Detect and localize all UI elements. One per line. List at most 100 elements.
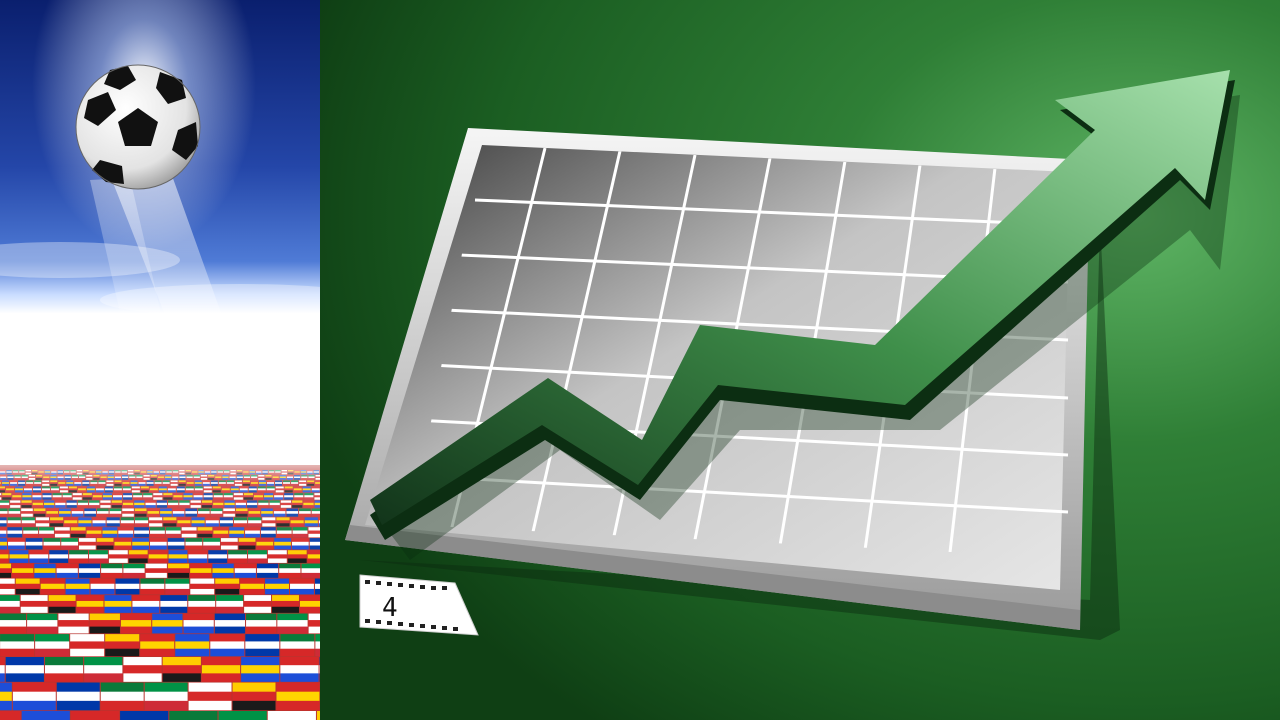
flag-tile (190, 568, 212, 574)
flag-tile (316, 710, 320, 720)
flag-tile (245, 648, 280, 657)
flag-tile (84, 665, 123, 674)
flag-tile (58, 620, 89, 627)
flag-tile (27, 620, 58, 627)
flag-tile (0, 648, 35, 657)
flag-tile (188, 691, 232, 702)
flag-tile (210, 641, 245, 650)
flag-tile (201, 673, 241, 682)
flag-tile (290, 583, 314, 590)
flag-tile (280, 673, 319, 682)
flag-tile (280, 657, 319, 666)
flag-tile (76, 600, 104, 608)
flag-tile (44, 673, 84, 682)
flag-tile (44, 665, 84, 674)
flag-tile (212, 563, 234, 569)
flag-tile (123, 563, 145, 569)
flag-tile (120, 710, 169, 720)
flag-tile (165, 588, 190, 595)
flag-tile (256, 572, 279, 578)
flag-tile (216, 595, 244, 602)
flag-tile (232, 691, 276, 702)
flag-tile (90, 583, 115, 590)
flag-tile (12, 700, 56, 711)
flag-tile (0, 682, 12, 692)
flag-tile (132, 595, 160, 602)
flag-tile (78, 572, 101, 578)
flag-tile (188, 700, 232, 711)
flag-tile (105, 648, 140, 657)
flag-tile (89, 613, 120, 621)
trend-arrow-icon (370, 70, 1235, 540)
flag-tile (12, 691, 56, 702)
flag-tile (15, 588, 40, 595)
flag-tile (56, 572, 78, 578)
flag-tile (70, 641, 105, 650)
flag-tile (0, 700, 12, 711)
flag-tile (299, 595, 320, 602)
flag-tile (188, 682, 232, 692)
flag-tile (34, 572, 56, 578)
flag-tile (276, 700, 320, 711)
flag-tile (232, 700, 276, 711)
flag-tile (90, 578, 115, 585)
flag-tile (0, 568, 12, 574)
flag-tile (40, 588, 65, 595)
flag-tile (12, 563, 34, 569)
flag-tile (56, 682, 100, 692)
growth-chart-panel: 4 (320, 0, 1280, 720)
flag-tile (190, 578, 215, 585)
flag-tile (12, 682, 56, 692)
flag-tile (245, 641, 280, 650)
flag-tile (175, 641, 210, 650)
flag-tile (215, 588, 240, 595)
flag-tile (234, 563, 256, 569)
flag-tile (162, 665, 201, 674)
flag-tile (0, 572, 12, 578)
flag-tile (246, 626, 277, 634)
flag-tile (308, 620, 320, 627)
soccer-ball-icon (75, 64, 201, 190)
flag-tile (190, 563, 212, 569)
flag-tile (175, 648, 210, 657)
flag-tile (299, 606, 320, 613)
flag-tile (144, 682, 188, 692)
flag-tile (100, 691, 144, 702)
flag-tile (140, 583, 165, 590)
flag-tile (190, 588, 215, 595)
flag-tile (169, 710, 218, 720)
flag-tile (48, 600, 76, 608)
flag-tile (35, 634, 70, 642)
flag-tile (20, 595, 48, 602)
flag-tile (115, 583, 140, 590)
flag-tile (115, 588, 140, 595)
flag-tile (0, 606, 20, 613)
flag-tile (20, 606, 48, 613)
flag-tile (0, 588, 15, 595)
flag-tile (123, 673, 162, 682)
flag-tile (299, 600, 320, 608)
flag-tile (301, 572, 320, 578)
flag-tile (65, 588, 90, 595)
flag-tile (160, 600, 188, 608)
light-beam (110, 170, 270, 455)
flag-tile (308, 626, 320, 634)
flag-tile (301, 568, 320, 574)
flag-tile (240, 583, 265, 590)
flag-tile (105, 641, 140, 650)
flag-tile (12, 568, 34, 574)
flag-tile (162, 657, 201, 666)
flag-tile (315, 634, 320, 642)
flag-tile (214, 613, 246, 621)
flag-tile (140, 648, 175, 657)
flag-tile (183, 626, 214, 634)
flag-tile (246, 613, 277, 621)
flag-tile (0, 673, 5, 682)
badge-number: 4 (382, 593, 398, 623)
flag-tile (65, 583, 90, 590)
flag-tile (15, 578, 40, 585)
flag-tile (162, 673, 201, 682)
flag-tile (240, 578, 265, 585)
flag-tile (132, 600, 160, 608)
flag-tile (201, 657, 241, 666)
